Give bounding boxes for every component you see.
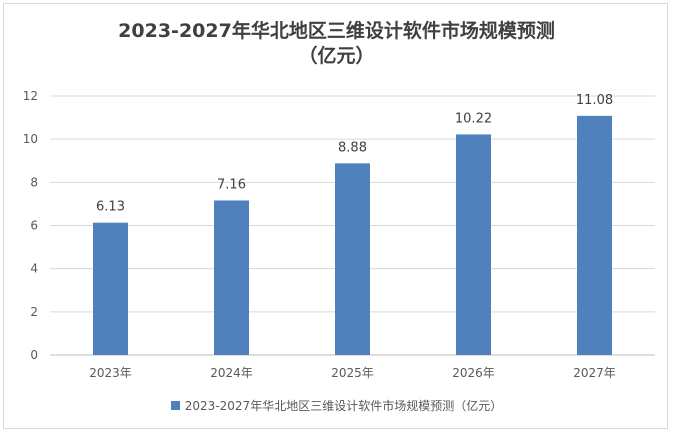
chart-title-unit: （亿元）	[298, 45, 375, 67]
bar	[577, 115, 612, 356]
bar	[214, 200, 249, 355]
x-tick-label: 2025年	[331, 366, 374, 380]
y-tick-label: 4	[30, 262, 38, 276]
y-tick-label: 6	[30, 219, 38, 233]
legend-swatch	[170, 401, 180, 410]
data-label: 10.22	[455, 111, 492, 126]
data-label: 8.88	[338, 140, 367, 155]
data-label: 7.16	[217, 177, 246, 192]
data-label: 11.08	[576, 93, 613, 108]
bar	[335, 163, 370, 355]
y-tick-label: 12	[23, 89, 38, 103]
y-tick-label: 8	[30, 175, 38, 189]
bar	[456, 134, 491, 355]
chart-title: 2023-2027年华北地区三维设计软件市场规模预测	[118, 20, 555, 42]
x-tick-label: 2026年	[452, 366, 495, 380]
y-tick-label: 0	[30, 348, 38, 362]
legend-label: 2023-2027年华北地区三维设计软件市场规模预测（亿元）	[184, 399, 503, 413]
x-tick-label: 2024年	[210, 366, 253, 380]
data-label: 6.13	[96, 200, 125, 215]
x-tick-label: 2023年	[89, 366, 132, 380]
x-tick-label: 2027年	[573, 366, 616, 380]
chart-legend: 2023-2027年华北地区三维设计软件市场规模预测（亿元）	[0, 398, 673, 414]
y-tick-label: 2	[30, 305, 38, 319]
y-tick-label: 10	[23, 132, 38, 146]
bar	[93, 222, 128, 355]
